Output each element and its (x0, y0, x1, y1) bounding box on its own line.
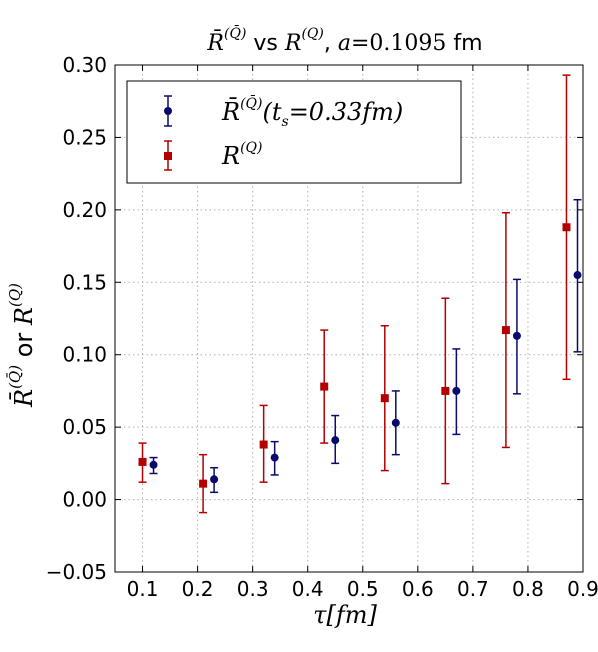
y-tick-label: 0.00 (62, 488, 107, 512)
data-point-series-1 (380, 394, 389, 403)
data-point-series-0 (149, 460, 158, 469)
x-tick-label: 0.3 (237, 577, 269, 601)
x-tick-label: 0.1 (127, 577, 159, 601)
data-point-series-0 (270, 453, 279, 462)
plot-frame (114, 64, 584, 573)
x-tick-label: 0.6 (402, 577, 434, 601)
x-tick-label: 0.7 (457, 577, 489, 601)
legend-box (126, 80, 462, 184)
data-point-series-1 (138, 457, 147, 466)
data-point-series-1 (441, 386, 450, 395)
svg-text:R̄(Q̄)(ts=0.33fm): R̄(Q̄)(ts=0.33fm) (221, 94, 403, 130)
y-tick-label: 0.30 (62, 53, 107, 77)
x-axis-label: τ[fm] (313, 601, 377, 629)
data-point-series-1 (259, 440, 268, 449)
data-point-series-0 (331, 436, 340, 445)
y-tick-label: 0.25 (62, 125, 107, 149)
data-point-series-1 (199, 479, 208, 488)
legend-entry-r: R(Q) (164, 140, 262, 171)
data-point-series-0 (512, 331, 521, 340)
svg-text:R̄(Q̄) or R(Q): R̄(Q̄) or R(Q) (6, 283, 38, 408)
x-tick-label: 0.5 (347, 577, 379, 601)
svg-text:R(Q): R(Q) (221, 140, 262, 170)
x-tick-label: 0.4 (292, 577, 324, 601)
y-tick-label: 0.05 (62, 415, 107, 439)
y-axis-label: R̄(Q̄) or R(Q) (6, 283, 38, 408)
data-point-series-1 (501, 326, 510, 335)
legend-entry-rbar: R̄(Q̄)(ts=0.33fm) (164, 94, 403, 130)
data-point-series-1 (320, 382, 329, 391)
data-point-series-0 (452, 386, 461, 395)
x-tick-label: 0.9 (567, 577, 598, 601)
data-point-series-0 (391, 418, 400, 427)
y-tick-label: 0.20 (62, 198, 107, 222)
data-point-series-0 (573, 271, 582, 280)
plot-area: 0.1 0.2 0.3 0.4 0.5 0.6 0.7 0.8 0.9 −0.05 0.00 0.05… (46, 53, 598, 601)
x-tick-label: 0.8 (512, 577, 544, 601)
y-tick-label: 0.10 (62, 343, 107, 367)
data-point-series-0 (210, 475, 219, 484)
x-tick-label: 0.2 (182, 577, 214, 601)
legend: R̄(Q̄)(ts=0.33fm) R(Q) (126, 80, 462, 184)
y-tick-label: 0.15 (62, 270, 107, 294)
y-tick-label: −0.05 (46, 560, 107, 584)
data-point-series-1 (562, 223, 571, 232)
chart-title: R̄(Q̄) vs R(Q), a=0.1095 fm (206, 24, 482, 56)
